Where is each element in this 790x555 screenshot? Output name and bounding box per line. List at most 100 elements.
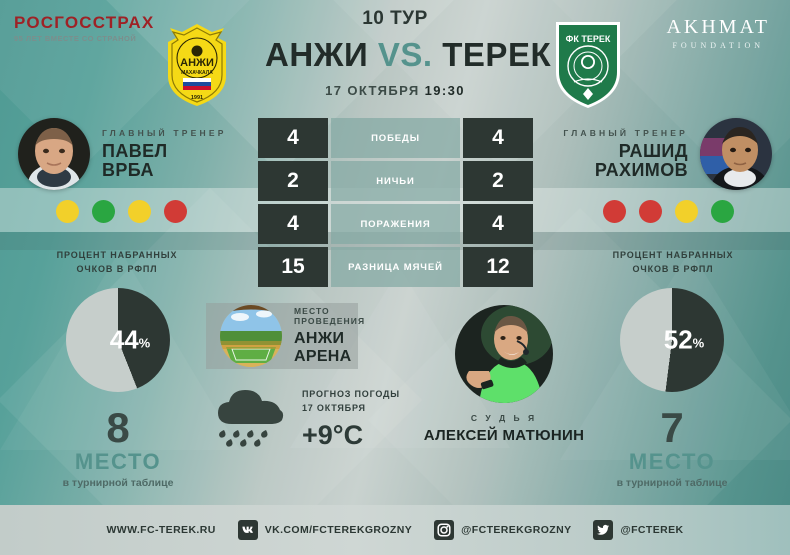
home-standing-sub: в турнирной таблице [62, 476, 174, 489]
venue-block: МЕСТО ПРОВЕДЕНИЯ АНЖИ АРЕНА [206, 303, 396, 369]
home-pie-unit: % [138, 335, 151, 351]
home-coach: ГЛАВНЫЙ ТРЕНЕР ПАВЕЛ ВРБА [18, 118, 239, 190]
footer-twitter-text: @FCTEREK [620, 524, 684, 536]
instagram-icon [434, 520, 455, 540]
form-dot [639, 200, 662, 223]
footer-vk[interactable]: VK.COM/FCTEREKGROZNY [237, 520, 413, 540]
svg-text:АНЖИ: АНЖИ [180, 57, 214, 69]
matchup-title: АНЖИ VS. ТЕРЕК [265, 36, 551, 74]
match-title-block: 10 ТУР АНЖИ VS. ТЕРЕК 17 ОКТЯБРЯ 19:30 [265, 8, 551, 98]
sponsor-tagline: 95 ЛЕТ ВМЕСТЕ СО СТРАНОЙ [14, 34, 137, 43]
stats-home-value: 15 [258, 247, 328, 287]
stats-row: 15 РАЗНИЦА МЯЧЕЙ 12 [258, 247, 533, 287]
referee-name: АЛЕКСЕЙ МАТЮНИН [423, 427, 585, 444]
home-form-dots [56, 200, 187, 223]
stadium-photo [220, 305, 282, 367]
weather-caption: ПРОГНОЗ ПОГОДЫ 17 ОКТЯБРЯ [302, 388, 400, 414]
away-team-name: ТЕРЕК [442, 36, 552, 73]
stats-row: 4 ПОБЕДЫ 4 [258, 118, 533, 158]
weather-block: ПРОГНОЗ ПОГОДЫ 17 ОКТЯБРЯ +9°C [212, 386, 400, 453]
away-coach-firstname: РАШИД [618, 140, 688, 161]
match-datetime: 17 ОКТЯБРЯ 19:30 [265, 83, 525, 98]
stats-label: НИЧЬИ [331, 161, 460, 201]
stats-label: ПОРАЖЕНИЯ [331, 204, 460, 244]
away-team-crest-icon: ФК ТЕРЕК [552, 20, 624, 110]
sponsor-name: РОСГОССТРАХ [14, 13, 155, 32]
footer-website-text: WWW.FC-TEREK.RU [106, 524, 216, 536]
footer-instagram[interactable]: @FCTEREKGROZNY [434, 520, 571, 540]
home-standing-word: МЕСТО [74, 448, 162, 474]
weather-caption-line2: 17 ОКТЯБРЯ [302, 402, 366, 413]
footer-vk-text: VK.COM/FCTEREKGROZNY [264, 524, 413, 536]
partner-name: AKHMAT [666, 16, 770, 38]
form-dot [164, 200, 187, 223]
stats-away-value: 4 [463, 204, 533, 244]
rain-cloud-icon [212, 386, 290, 453]
venue-caption: МЕСТО ПРОВЕДЕНИЯ [294, 305, 366, 326]
away-coach-avatar [700, 118, 772, 190]
away-pie-number: 52 [663, 324, 693, 355]
form-dot [711, 200, 734, 223]
form-dot [128, 200, 151, 223]
footer-website[interactable]: WWW.FC-TEREK.RU [106, 524, 215, 536]
referee-block: С У Д Ь Я АЛЕКСЕЙ МАТЮНИН [404, 305, 604, 444]
weather-text: ПРОГНОЗ ПОГОДЫ 17 ОКТЯБРЯ +9°C [302, 388, 400, 450]
venue-name-line2: АРЕНА [294, 348, 352, 365]
stats-label: РАЗНИЦА МЯЧЕЙ [331, 247, 460, 287]
away-standing-word: МЕСТО [628, 448, 716, 474]
home-points-percent-caption-line1: ПРОЦЕНТ НАБРАННЫХ [56, 250, 178, 260]
venue-name-line1: АНЖИ [294, 329, 345, 347]
stats-home-value: 2 [258, 161, 328, 201]
away-form-dots [603, 200, 734, 223]
home-standing: 8 МЕСТО в турнирной таблице [18, 404, 218, 489]
away-standing-sub: в турнирной таблице [616, 476, 728, 489]
away-points-percent-caption: ПРОЦЕНТ НАБРАННЫХ ОЧКОВ В РФПЛ [578, 249, 768, 276]
home-coach-firstname: ПАВЕЛ [102, 140, 168, 161]
svg-text:ФК ТЕРЕК: ФК ТЕРЕК [566, 34, 611, 44]
away-pie-unit: % [692, 335, 705, 351]
vk-icon [237, 520, 258, 540]
stats-label: ПОБЕДЫ [331, 118, 460, 158]
home-pie-number: 44 [109, 324, 139, 355]
tour-label: 10 ТУР [362, 8, 428, 29]
venue-name: АНЖИ АРЕНА [294, 330, 396, 367]
stats-home-value: 4 [258, 204, 328, 244]
away-coach-lastname: РАХИМОВ [594, 160, 688, 180]
partner-subtitle: FOUNDATION [672, 41, 764, 50]
home-coach-text: ГЛАВНЫЙ ТРЕНЕР ПАВЕЛ ВРБА [90, 128, 239, 181]
away-standing-number: 7 [660, 404, 684, 451]
home-coach-lastname: ВРБА [102, 160, 154, 180]
away-points-percent-pie: 52% [620, 288, 724, 392]
home-points-percent-pie: 44% [66, 288, 170, 392]
home-coach-avatar [18, 118, 90, 190]
referee-role: С У Д Ь Я [470, 413, 538, 423]
match-time: 19:30 [424, 83, 465, 98]
home-team-name: АНЖИ [265, 36, 369, 73]
stats-table: 4 ПОБЕДЫ 4 2 НИЧЬИ 2 4 ПОРАЖЕНИЯ 4 15 РАЗНИЦА МЯЧЕ… [258, 118, 533, 290]
svg-text:1991: 1991 [191, 95, 203, 101]
home-pie-shape: 44% [66, 288, 170, 392]
vs-label: VS. [377, 36, 433, 73]
weather-temperature: +9°C [302, 419, 364, 450]
weather-caption-line1: ПРОГНОЗ ПОГОДЫ [302, 389, 400, 400]
footer-instagram-text: @FCTEREKGROZNY [461, 524, 572, 536]
partner-logo: AKHMAT FOUNDATION [666, 16, 770, 50]
home-coach-role: ГЛАВНЫЙ ТРЕНЕР [102, 127, 227, 138]
match-date: 17 ОКТЯБРЯ [325, 83, 420, 98]
footer-bar: WWW.FC-TEREK.RU VK.COM/FCTEREKGROZNY @FC… [0, 505, 790, 555]
venue-text: МЕСТО ПРОВЕДЕНИЯ АНЖИ АРЕНА [294, 306, 396, 367]
footer-twitter[interactable]: @FCTEREK [593, 520, 683, 540]
stats-away-value: 4 [463, 118, 533, 158]
away-points-percent-caption-line1: ПРОЦЕНТ НАБРАННЫХ [612, 250, 734, 260]
form-dot [675, 200, 698, 223]
stats-row: 2 НИЧЬИ 2 [258, 161, 533, 201]
away-pie-value: 52% [620, 325, 724, 356]
away-points-percent-caption-line2: ОЧКОВ В РФПЛ [632, 263, 714, 274]
home-points-percent-caption-line2: ОЧКОВ В РФПЛ [76, 263, 158, 274]
svg-text:МАХАЧКАЛА: МАХАЧКАЛА [181, 70, 213, 76]
stats-home-value: 4 [258, 118, 328, 158]
home-standing-number: 8 [106, 404, 130, 451]
away-standing: 7 МЕСТО в турнирной таблице [572, 404, 772, 489]
sponsor-logo: РОСГОССТРАХ 95 ЛЕТ ВМЕСТЕ СО СТРАНОЙ [14, 14, 154, 43]
